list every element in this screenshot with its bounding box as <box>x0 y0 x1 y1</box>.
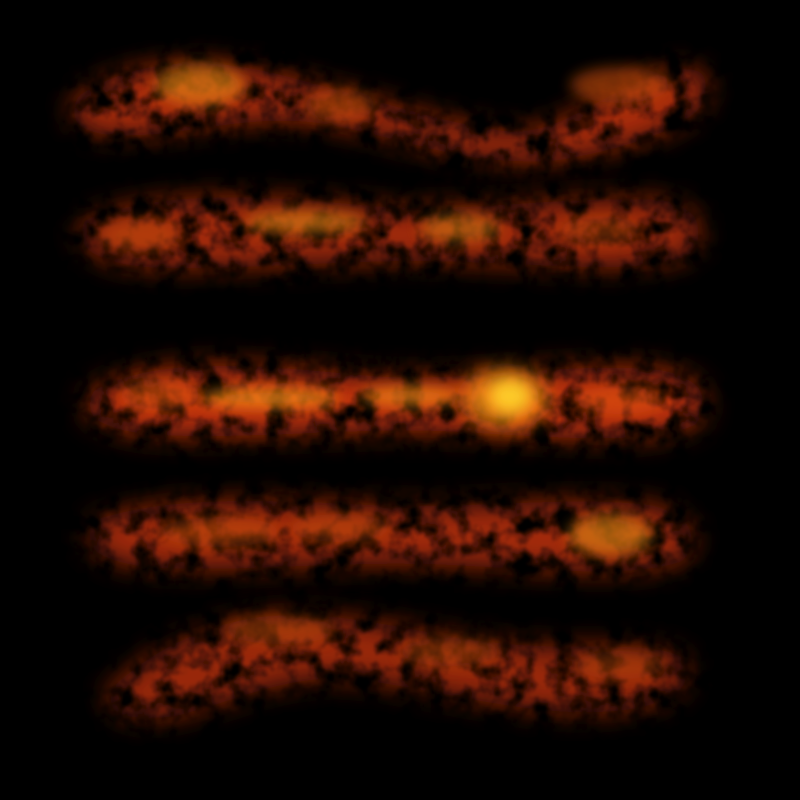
ember-streak-1 <box>71 63 709 162</box>
ember-streak-3 <box>86 365 705 439</box>
ember-streak-4 <box>86 500 694 572</box>
ember-streak-5 <box>106 614 689 719</box>
ember-streak-2 <box>79 197 700 269</box>
